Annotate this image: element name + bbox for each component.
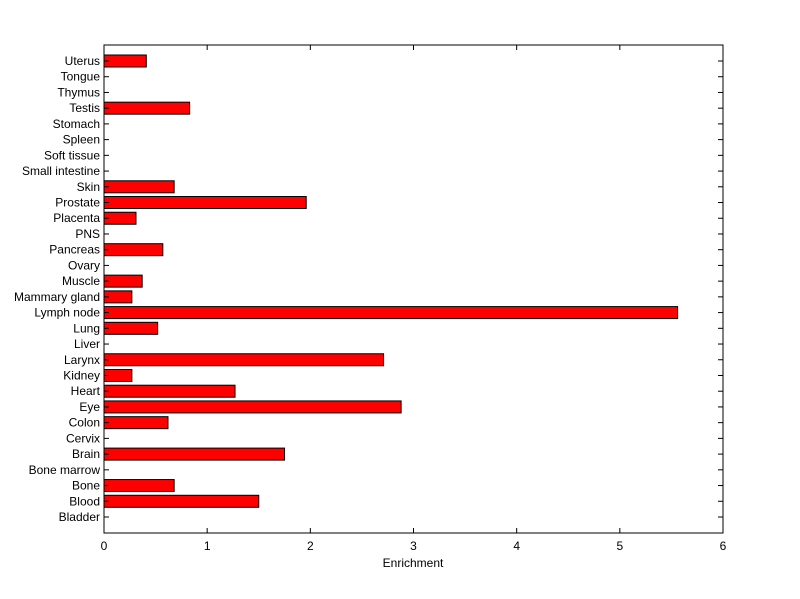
y-tick-label: Skin bbox=[77, 180, 100, 194]
bar-blood bbox=[103, 494, 260, 508]
x-tick-label: 6 bbox=[720, 539, 727, 553]
y-tick-label: Blood bbox=[69, 494, 100, 508]
y-tick-label: Colon bbox=[69, 416, 100, 430]
y-tick-label: Pancreas bbox=[49, 243, 100, 257]
bar-heart bbox=[103, 384, 236, 398]
y-tick-label: Prostate bbox=[55, 196, 100, 210]
y-tick-label: Placenta bbox=[53, 211, 100, 225]
x-tick-label: 3 bbox=[410, 539, 417, 553]
y-tick-label: Soft tissue bbox=[44, 148, 100, 162]
y-tick-label: Ovary bbox=[68, 258, 100, 272]
bar-prostate bbox=[103, 196, 307, 210]
bar-lung bbox=[103, 321, 159, 335]
y-tick-label: Spleen bbox=[63, 133, 100, 147]
y-tick-label: Stomach bbox=[53, 117, 100, 131]
bar-muscle bbox=[103, 274, 143, 288]
y-tick-label: Muscle bbox=[62, 274, 100, 288]
x-axis-label: Enrichment bbox=[383, 556, 444, 570]
bar-brain bbox=[103, 447, 286, 461]
y-tick-label: Thymus bbox=[57, 85, 100, 99]
bar-skin bbox=[103, 180, 175, 194]
y-tick-label: PNS bbox=[75, 227, 100, 241]
bar-bone bbox=[103, 479, 175, 493]
y-tick-label: Bladder bbox=[59, 510, 100, 524]
bar-lymph-node bbox=[103, 306, 679, 320]
y-tick-label: Kidney bbox=[63, 368, 100, 382]
x-tick-label: 2 bbox=[307, 539, 314, 553]
y-tick-label: Larynx bbox=[64, 353, 100, 367]
y-tick-label: Lymph node bbox=[34, 306, 100, 320]
y-tick-label: Liver bbox=[74, 337, 100, 351]
y-tick-label: Heart bbox=[71, 384, 101, 398]
bar-pancreas bbox=[103, 243, 164, 257]
y-tick-label: Mammary gland bbox=[14, 290, 100, 304]
y-tick-label: Small intestine bbox=[22, 164, 100, 178]
y-tick-label: Lung bbox=[73, 321, 100, 335]
y-tick-label: Uterus bbox=[65, 54, 100, 68]
y-tick-label: Tongue bbox=[61, 70, 101, 84]
x-ticks-group: 0 1 2 3 4 5 6 bbox=[101, 45, 727, 553]
y-tick-label: Cervix bbox=[66, 431, 100, 445]
bar-uterus bbox=[103, 54, 147, 68]
y-tick-label: Eye bbox=[79, 400, 100, 414]
x-tick-label: 1 bbox=[204, 539, 211, 553]
bar-eye bbox=[103, 400, 402, 414]
y-tick-label: Testis bbox=[69, 101, 100, 115]
bar-testis bbox=[103, 101, 191, 115]
y-tick-label: Brain bbox=[72, 447, 100, 461]
y-tick-label: Bone marrow bbox=[29, 463, 101, 477]
x-tick-label: 4 bbox=[513, 539, 520, 553]
x-tick-label: 5 bbox=[616, 539, 623, 553]
y-tick-label: Bone bbox=[72, 479, 100, 493]
bar-colon bbox=[103, 416, 169, 430]
bar-larynx bbox=[103, 353, 385, 367]
plot-frame bbox=[103, 44, 724, 534]
x-tick-label: 0 bbox=[101, 539, 108, 553]
